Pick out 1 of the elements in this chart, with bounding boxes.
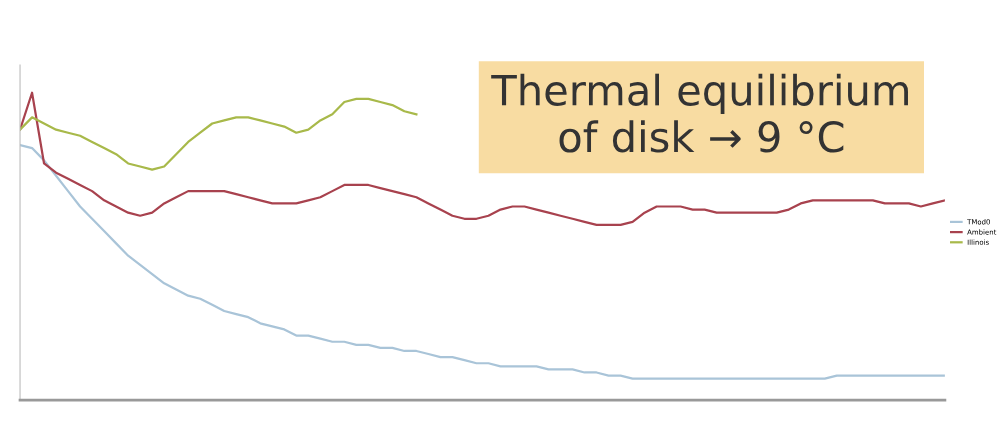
annotation: Thermal equilibrium of disk → 9 °C	[491, 73, 908, 153]
